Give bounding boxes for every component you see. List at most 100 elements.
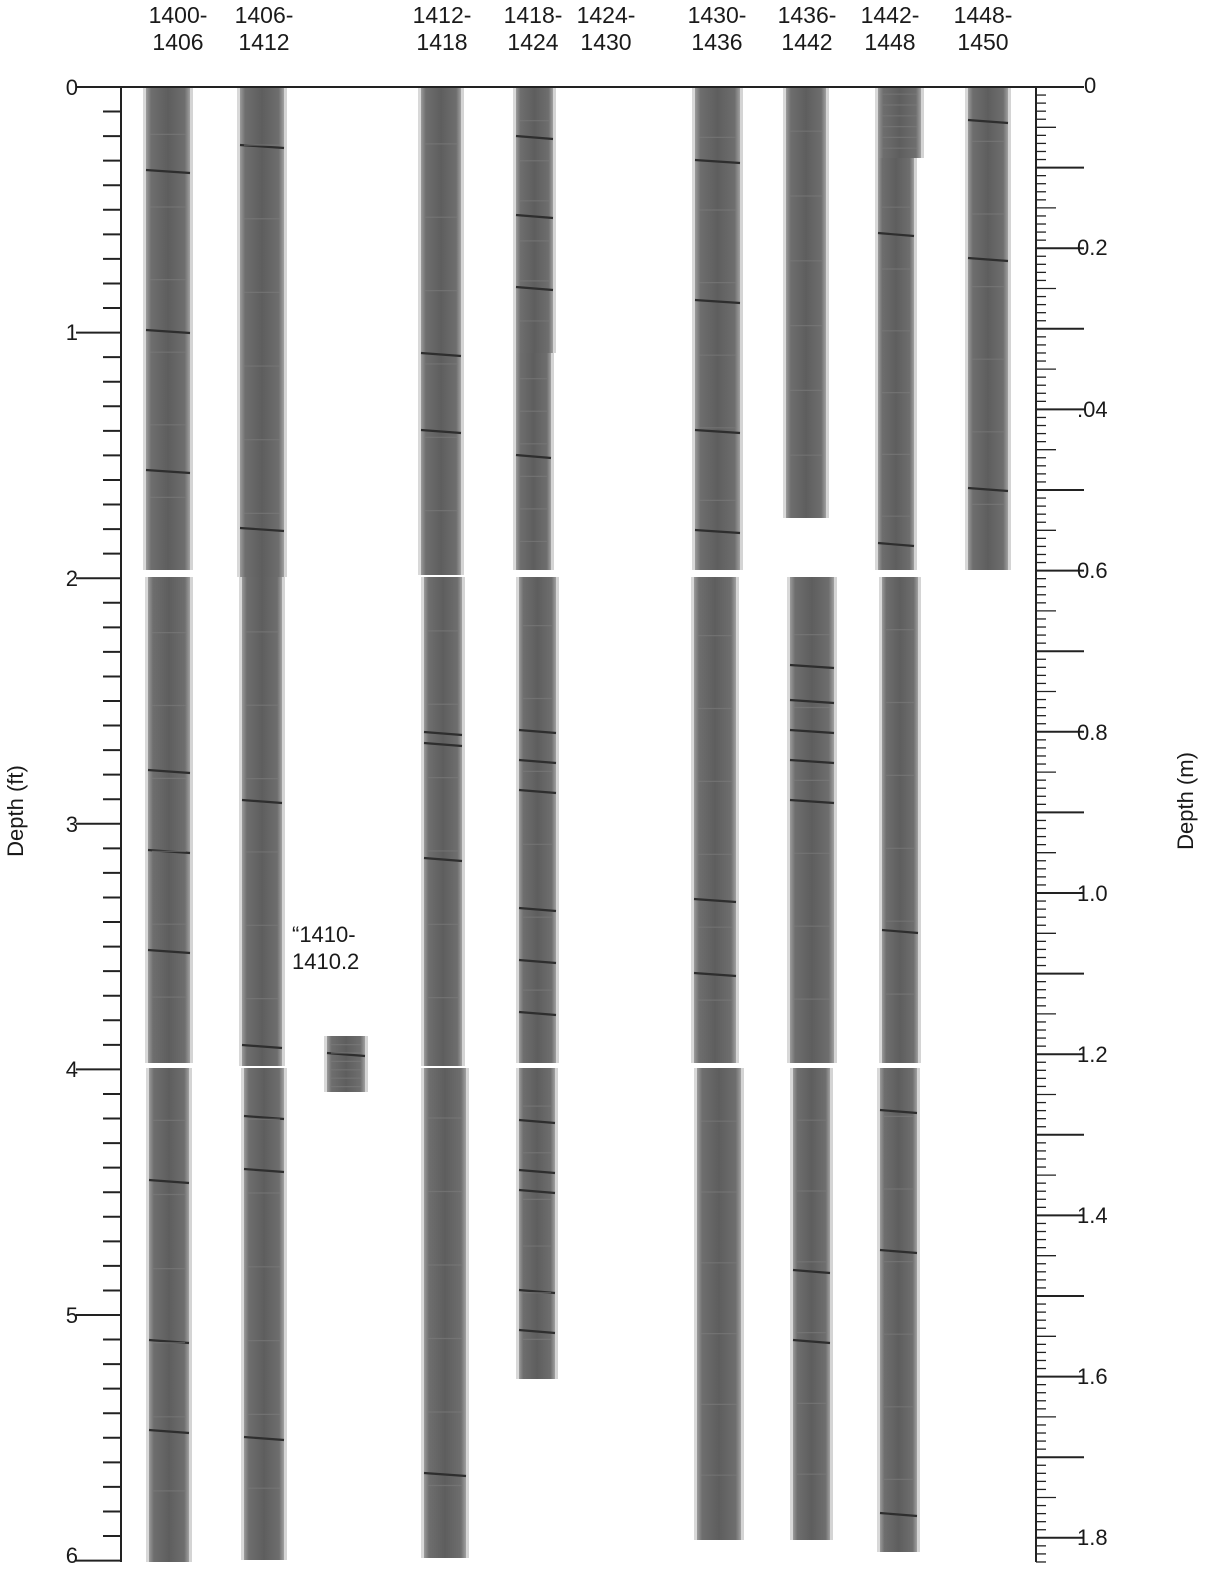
- core-body: [148, 577, 190, 1063]
- core-tray-edge: [190, 86, 193, 570]
- core-break: [145, 168, 191, 175]
- core-break: [518, 1118, 556, 1125]
- core-break: [515, 213, 554, 220]
- core-break: [879, 1108, 918, 1115]
- right-axis-title: Depth (m): [1172, 752, 1198, 850]
- core-tray-edge: [190, 577, 193, 1063]
- core-tray-edge: [553, 86, 556, 353]
- core-tray-edge: [875, 158, 878, 570]
- core-tray-edge: [556, 577, 559, 1063]
- left-tick-label-1: 1: [65, 320, 78, 345]
- core-break: [515, 285, 554, 292]
- core-break: [518, 1168, 556, 1175]
- core-tray-edge: [741, 1068, 744, 1540]
- core-body: [149, 1068, 189, 1562]
- core-tray-edge: [691, 577, 694, 1063]
- core-body: [242, 577, 282, 1066]
- core-break: [515, 453, 552, 460]
- right-tick-label-1-4: 1.4: [1077, 1203, 1108, 1228]
- core-break: [148, 1178, 190, 1185]
- right-tick-label-1-6: 1.6: [1077, 1364, 1108, 1389]
- core-segment: [790, 1068, 833, 1540]
- core-segment: [418, 86, 464, 575]
- core-tray-edge: [365, 1036, 368, 1092]
- core-segment: [965, 86, 1011, 570]
- right-tick-label-1-8: 1.8: [1077, 1525, 1108, 1550]
- core-body: [878, 158, 914, 570]
- core-break: [518, 758, 557, 765]
- core-break: [967, 118, 1009, 125]
- core-tray-edge: [783, 86, 786, 518]
- core-segment: [145, 577, 193, 1063]
- core-break: [145, 328, 191, 335]
- core-tray-edge: [830, 1068, 833, 1540]
- core-break: [518, 788, 557, 795]
- core-break: [792, 1338, 831, 1345]
- extra-sample-label: “1410- 1410.2: [292, 922, 360, 974]
- core-break: [693, 971, 737, 978]
- core-break: [147, 768, 191, 775]
- core-segment: [146, 1068, 192, 1562]
- column-header-1406-1412: 1406- 1412: [234, 2, 294, 55]
- core-tray-edge: [421, 577, 424, 1066]
- core-segment: [239, 577, 285, 1066]
- core-break: [518, 1188, 556, 1195]
- right-tick-label-0-2: 0.2: [1077, 235, 1108, 260]
- core-tray-edge: [834, 577, 837, 1063]
- core-tray-edge: [282, 577, 285, 1066]
- core-break: [792, 1268, 831, 1275]
- core-break: [423, 741, 463, 748]
- core-tray-edge: [239, 577, 242, 1066]
- core-tray-edge: [694, 1068, 697, 1540]
- core-tray-edge: [143, 86, 146, 570]
- core-tray-edge: [241, 1068, 244, 1560]
- core-body: [519, 577, 556, 1063]
- core-break: [877, 541, 915, 548]
- left-tick-label-0: 0: [65, 75, 78, 100]
- left-tick-label-6: 6: [65, 1543, 78, 1568]
- core-tray-edge: [740, 86, 743, 570]
- core-body: [516, 86, 553, 353]
- core-segment: [143, 86, 193, 570]
- core-body: [244, 1068, 284, 1560]
- core-body: [878, 86, 921, 158]
- left-tick-label-4: 4: [65, 1057, 78, 1082]
- core-tray-edge: [421, 1068, 424, 1558]
- core-break: [515, 134, 554, 141]
- core-tray-edge: [917, 1068, 920, 1552]
- core-segment: [875, 158, 917, 570]
- core-tray-edge: [513, 353, 516, 570]
- core-segment: [516, 1068, 558, 1379]
- core-body: [793, 1068, 830, 1540]
- core-break: [145, 468, 191, 475]
- core-break: [879, 1248, 918, 1255]
- core-body: [882, 577, 918, 1063]
- core-break: [967, 486, 1009, 493]
- core-body: [240, 86, 284, 577]
- core-body: [968, 86, 1008, 570]
- core-break: [879, 1511, 918, 1518]
- core-tray-edge: [189, 1068, 192, 1562]
- core-break: [423, 1471, 467, 1478]
- core-segment: [694, 1068, 744, 1540]
- core-body: [694, 577, 736, 1063]
- core-segment: [877, 1068, 920, 1552]
- core-break: [877, 231, 915, 238]
- core-break: [518, 728, 557, 735]
- core-tray-edge: [790, 1068, 793, 1540]
- core-tray-edge: [461, 86, 464, 575]
- core-tray-edge: [921, 86, 924, 158]
- core-break: [694, 528, 741, 535]
- core-tray-edge: [551, 353, 554, 570]
- right-tick-label-0-6: 0.6: [1077, 558, 1108, 583]
- core-break: [239, 526, 285, 533]
- core-break: [420, 428, 462, 435]
- core-break: [694, 158, 741, 165]
- right-tick-label-0-8: 0.8: [1077, 720, 1108, 745]
- core-break: [241, 798, 283, 805]
- core-body: [697, 1068, 741, 1540]
- core-body: [424, 577, 462, 1066]
- core-break: [423, 730, 463, 737]
- core-tray-edge: [513, 86, 516, 353]
